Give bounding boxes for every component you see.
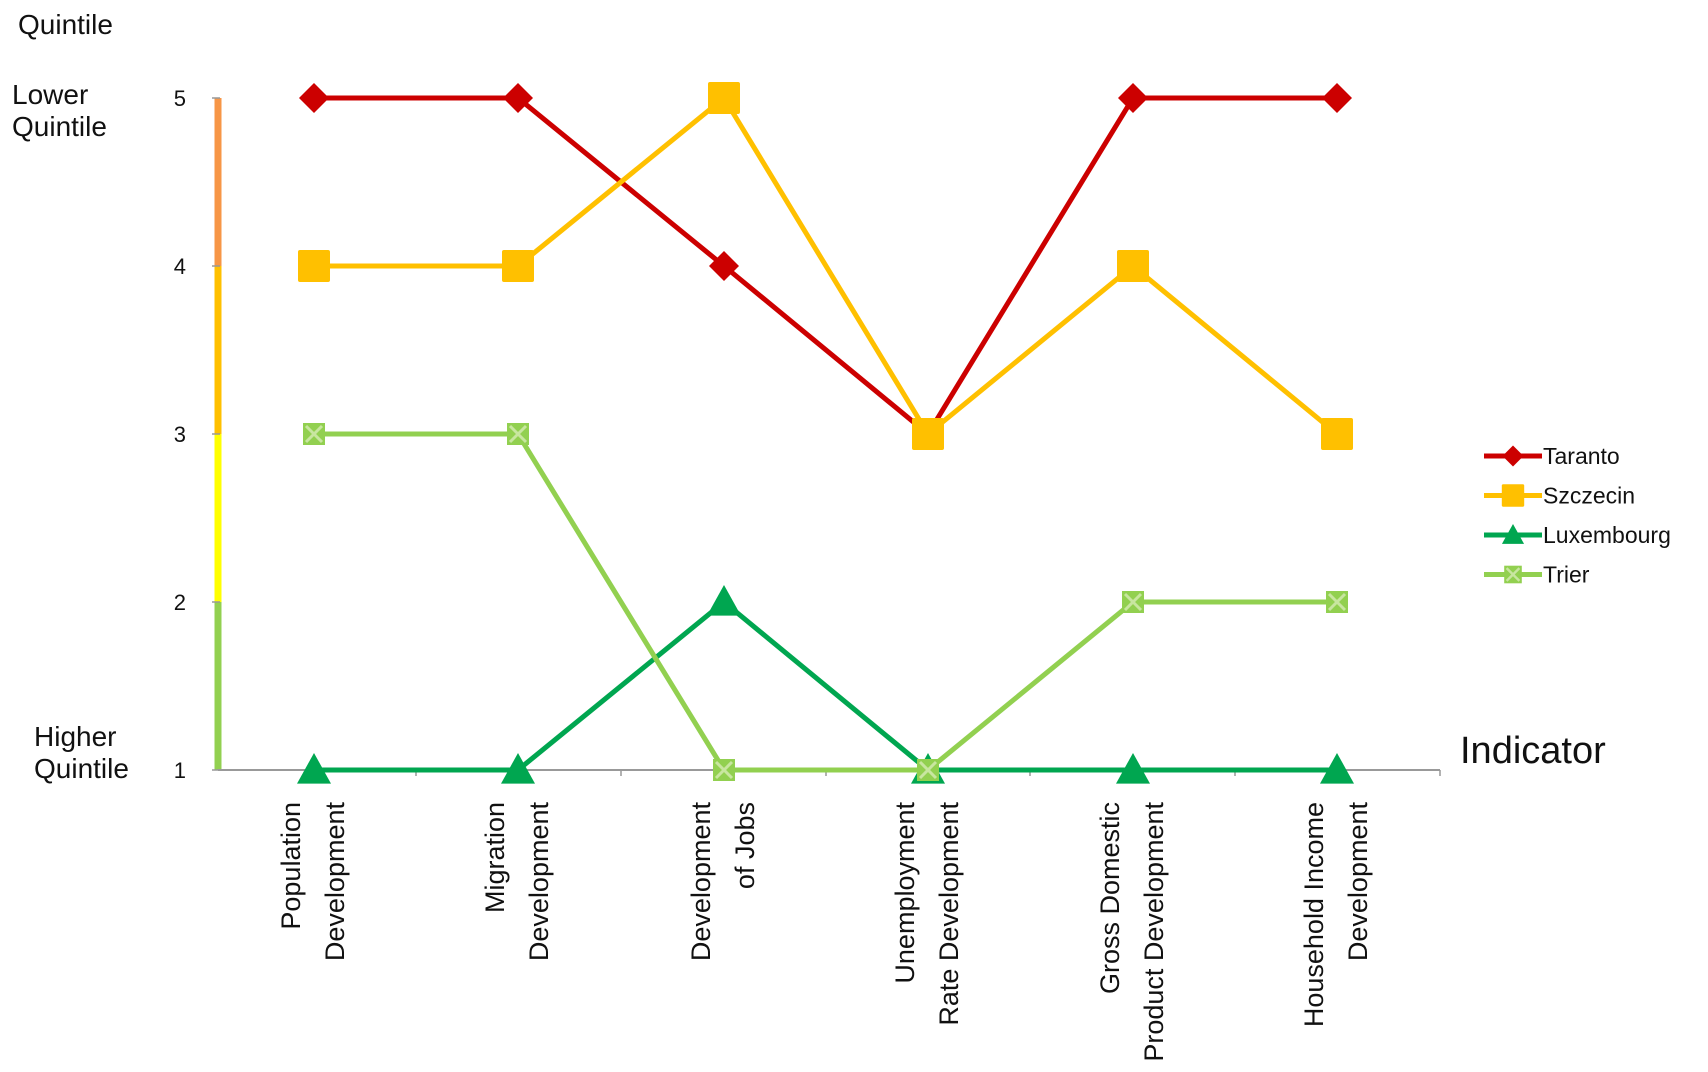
series-line-taranto bbox=[314, 95, 1337, 438]
data-point-taranto bbox=[503, 83, 533, 113]
data-point-trier bbox=[1326, 591, 1348, 613]
data-point-trier bbox=[917, 759, 939, 781]
series-trier bbox=[303, 423, 1348, 781]
data-point-luxembourg bbox=[297, 753, 331, 784]
series-szczecin bbox=[298, 82, 1353, 450]
data-point-trier bbox=[713, 759, 735, 781]
x-category-label-line: Unemployment bbox=[890, 802, 920, 984]
y-tick-label: 1 bbox=[174, 758, 186, 783]
legend-label: Luxembourg bbox=[1543, 522, 1671, 548]
legend: Taranto Szczecin Luxembourg Trier bbox=[1484, 443, 1671, 588]
higher-quintile-label-line1: Higher bbox=[34, 721, 116, 752]
x-category-label: Development of Jobs bbox=[686, 802, 760, 962]
data-point-taranto bbox=[1322, 83, 1352, 113]
legend-marker-shape bbox=[1504, 565, 1522, 584]
data-point-szczecin bbox=[502, 250, 534, 282]
data-point-luxembourg bbox=[1116, 753, 1150, 784]
series-line-luxembourg bbox=[314, 598, 1337, 773]
x-category-label-line: Development bbox=[686, 802, 716, 962]
x-category-label: Gross Domestic Product Development bbox=[1095, 802, 1169, 1062]
y-axis-title: Quintile bbox=[18, 9, 113, 40]
series-layer bbox=[297, 82, 1354, 784]
data-point-trier bbox=[303, 423, 325, 445]
data-point-taranto bbox=[709, 251, 739, 281]
data-point-szczecin bbox=[1321, 418, 1353, 450]
x-category-label: Population Development bbox=[276, 802, 350, 962]
legend-marker-shape bbox=[1501, 523, 1525, 544]
series-luxembourg bbox=[297, 585, 1354, 784]
data-point-luxembourg bbox=[1320, 753, 1354, 784]
legend-label: Szczecin bbox=[1543, 483, 1635, 509]
data-point-trier bbox=[1122, 591, 1144, 613]
legend-marker bbox=[1504, 565, 1522, 584]
y-tick-labels: 1 2 3 4 5 bbox=[174, 86, 220, 783]
legend-item-szczecin: Szczecin bbox=[1484, 483, 1635, 509]
x-category-label-line: Population bbox=[276, 802, 306, 930]
y-tick-label: 3 bbox=[174, 422, 186, 447]
data-point-taranto bbox=[299, 83, 329, 113]
data-point-szczecin bbox=[708, 82, 740, 114]
y-tick-label: 5 bbox=[174, 86, 186, 111]
x-category-label: Household Income Development bbox=[1299, 802, 1373, 1028]
x-category-label-line: Development bbox=[1343, 802, 1373, 962]
legend-marker bbox=[1501, 523, 1525, 544]
legend-marker bbox=[1502, 445, 1524, 467]
legend-item-taranto: Taranto bbox=[1484, 443, 1620, 469]
x-category-label-line: Development bbox=[524, 802, 554, 962]
data-point-trier bbox=[507, 423, 529, 445]
lower-quintile-label-line2: Quintile bbox=[12, 111, 107, 142]
legend-label: Trier bbox=[1543, 562, 1590, 588]
data-point-luxembourg bbox=[707, 585, 741, 616]
x-category-labels: Population Development Migration Developmen… bbox=[276, 802, 1373, 1062]
x-category-label-line: Gross Domestic bbox=[1095, 802, 1125, 994]
lower-quintile-label-line1: Lower bbox=[12, 79, 88, 110]
y-tick-label: 4 bbox=[174, 254, 186, 279]
series-line-trier bbox=[314, 431, 1337, 773]
data-point-szczecin bbox=[912, 418, 944, 450]
data-point-luxembourg bbox=[501, 753, 535, 784]
x-category-label-line: Product Development bbox=[1139, 802, 1169, 1062]
legend-item-luxembourg: Luxembourg bbox=[1484, 522, 1671, 548]
legend-item-trier: Trier bbox=[1484, 562, 1590, 588]
legend-marker bbox=[1501, 484, 1525, 507]
x-category-label-line: of Jobs bbox=[730, 802, 760, 889]
x-category-label-line: Rate Development bbox=[934, 802, 964, 1026]
x-category-label-line: Household Income bbox=[1299, 802, 1329, 1027]
x-category-label: Unemployment Rate Development bbox=[890, 802, 964, 1026]
higher-quintile-label-line2: Quintile bbox=[34, 753, 129, 784]
data-point-szczecin bbox=[298, 250, 330, 282]
x-category-label-line: Migration bbox=[480, 802, 510, 913]
x-category-label: Migration Development bbox=[480, 802, 554, 962]
series-line-szczecin bbox=[314, 94, 1339, 438]
x-category-label-line: Development bbox=[320, 802, 350, 962]
x-axis-title: Indicator bbox=[1460, 730, 1606, 772]
legend-label: Taranto bbox=[1543, 443, 1620, 469]
legend-marker-shape bbox=[1501, 484, 1525, 507]
data-point-szczecin bbox=[1117, 250, 1149, 282]
data-point-taranto bbox=[1118, 83, 1148, 113]
legend-marker-shape bbox=[1502, 445, 1524, 467]
y-tick-label: 2 bbox=[174, 590, 186, 615]
